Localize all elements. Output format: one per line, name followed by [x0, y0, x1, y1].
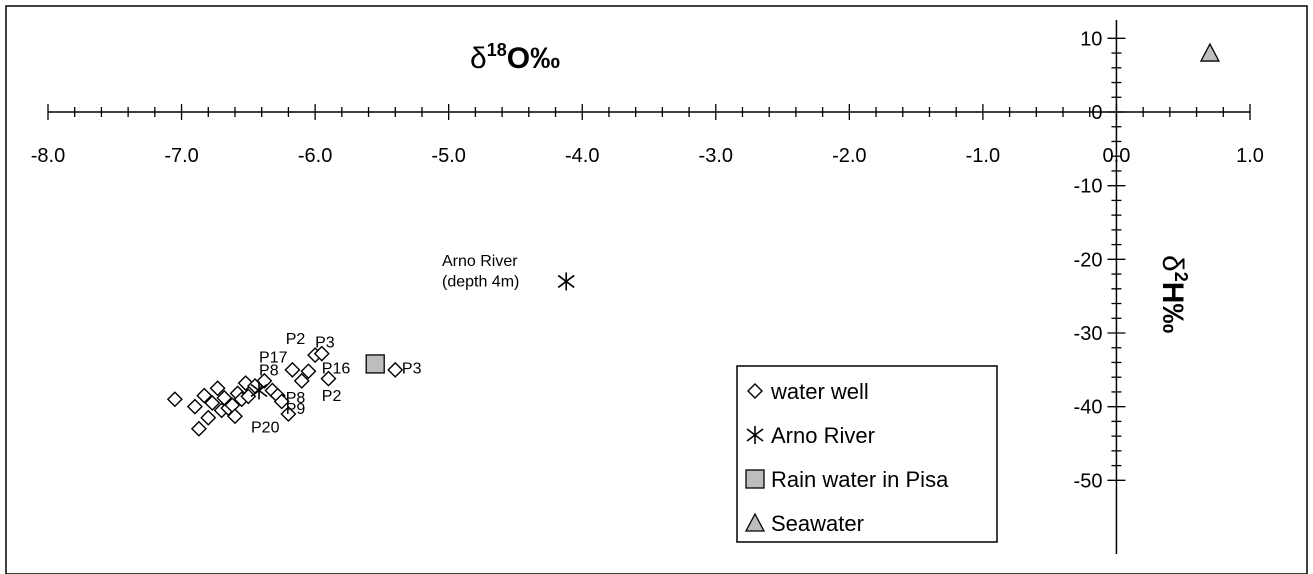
water-well-point	[226, 408, 243, 425]
point-annotation: P2	[286, 331, 306, 348]
chart-frame	[5, 5, 1308, 574]
x-tick-label: -5.0	[431, 145, 465, 167]
water-well-point	[166, 391, 183, 408]
water-well-point	[186, 398, 203, 415]
legend-marker-water-well	[747, 383, 763, 399]
point-annotation: P17	[259, 349, 288, 366]
legend-marker-seawater	[744, 512, 766, 532]
x-axis-title-sup: 18	[487, 40, 507, 60]
legend-label: Seawater	[771, 511, 864, 536]
x-axis-title-rest: O‰	[507, 42, 560, 75]
x-tick-label: -8.0	[31, 145, 65, 167]
point-annotation: Arno River	[442, 253, 518, 270]
point-annotation: P8	[259, 363, 279, 380]
water-well-point	[196, 387, 213, 404]
legend-label: water well	[770, 379, 869, 404]
legend: water well Arno River Rain water in Pisa Se…	[736, 365, 998, 543]
x-tick-label: -1.0	[966, 145, 1000, 167]
legend-marker-rain-water-in-pisa	[745, 469, 765, 489]
y-tick-label: 10	[1080, 28, 1102, 50]
point-annotation: P9	[286, 401, 306, 418]
water-well-point	[190, 420, 207, 437]
x-tick-label: -3.0	[699, 145, 733, 167]
legend-label: Arno River	[771, 423, 875, 448]
y-tick-label: -30	[1074, 323, 1103, 345]
water-well-point	[320, 370, 337, 387]
y-tick-label: -20	[1074, 249, 1103, 271]
y-axis-title: δ2H‰	[1156, 255, 1191, 333]
water-well-point	[200, 409, 217, 426]
legend-label: Rain water in Pisa	[771, 467, 949, 492]
water-well-point	[387, 361, 404, 378]
point-annotation: P3	[402, 361, 422, 378]
point-annotation: P20	[251, 419, 280, 436]
point-annotation: (depth 4m)	[442, 274, 519, 291]
rain-water-in-pisa-point	[365, 354, 385, 374]
point-annotation: P16	[322, 361, 351, 378]
water-well-point	[293, 372, 310, 389]
y-tick-label: -10	[1074, 176, 1103, 198]
x-tick-label: -4.0	[565, 145, 599, 167]
x-tick-label: -2.0	[832, 145, 866, 167]
point-annotation: P8	[286, 390, 306, 407]
water-well-point	[313, 345, 330, 362]
point-annotation: P2	[322, 388, 342, 405]
y-axis-title-rest: H‰	[1156, 282, 1189, 334]
x-tick-label: -6.0	[298, 145, 332, 167]
arno-river-point	[250, 381, 268, 400]
water-well-point	[280, 406, 297, 423]
legend-box	[736, 365, 998, 543]
y-axis-title-sup: 2	[1171, 272, 1191, 282]
y-tick-label: 0	[1091, 102, 1102, 124]
x-axis-title: δ18O‰	[470, 40, 560, 75]
y-tick-label: -50	[1074, 470, 1103, 492]
arno-river-point	[557, 272, 575, 291]
y-tick-label: -40	[1074, 397, 1103, 419]
legend-marker-arno-river	[746, 426, 764, 444]
water-well-point	[209, 380, 226, 397]
point-annotation: P3	[315, 335, 335, 352]
y-axis-title-base: δ	[1156, 255, 1189, 272]
water-well-point	[300, 363, 317, 380]
seawater-point	[1199, 42, 1221, 62]
x-tick-label: 1.0	[1236, 145, 1264, 167]
x-axis-title-base: δ	[470, 42, 487, 75]
water-well-point	[284, 361, 301, 378]
x-tick-label: -7.0	[164, 145, 198, 167]
water-well-point	[256, 372, 273, 389]
water-well-point	[273, 393, 290, 410]
water-well-point	[204, 394, 221, 411]
